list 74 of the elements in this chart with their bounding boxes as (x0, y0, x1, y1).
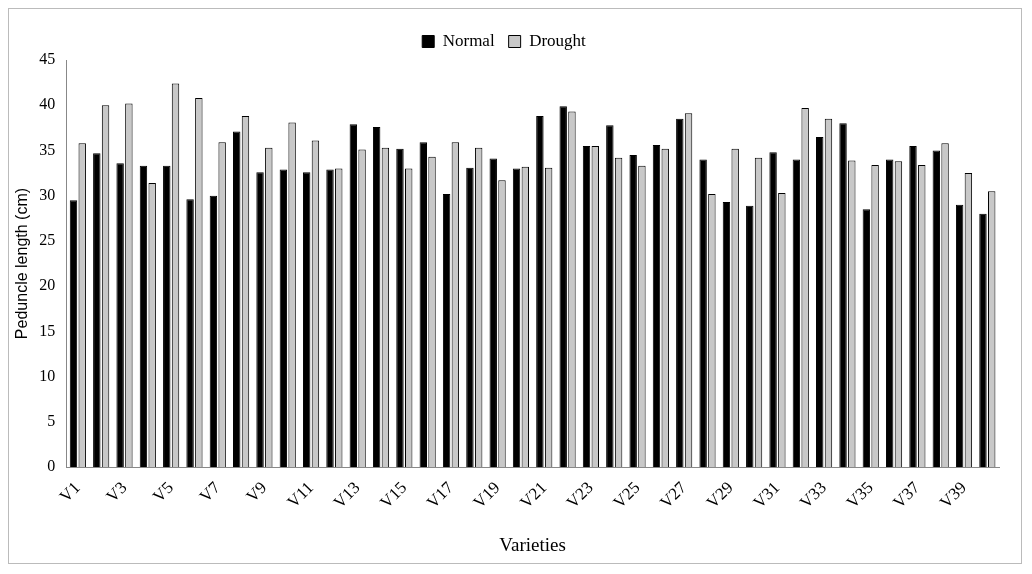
bar (769, 152, 777, 468)
bar (536, 116, 544, 468)
bar (955, 204, 964, 468)
x-tick-label: V17 (422, 477, 458, 512)
x-tick-label: V33 (795, 477, 831, 512)
x-tick-label: V21 (516, 477, 551, 512)
x-tick-label: V27 (656, 477, 691, 512)
x-tick-label: V39 (935, 477, 971, 512)
x-tick-label: V23 (562, 477, 597, 512)
bar (279, 169, 288, 468)
y-tick-label: 10 (39, 366, 56, 384)
bar (816, 136, 824, 468)
bar (489, 158, 497, 468)
x-tick-label: V13 (329, 477, 364, 512)
bar (116, 163, 124, 468)
bar (629, 154, 637, 468)
x-tick-label: V37 (889, 477, 924, 512)
y-tick-label: 20 (39, 276, 56, 294)
bar (302, 172, 311, 468)
x-tick-label: V25 (609, 477, 644, 512)
bar (862, 209, 871, 468)
bar (69, 200, 78, 468)
bar (582, 145, 591, 468)
y-tick-label: 40 (39, 95, 56, 113)
bar (209, 195, 218, 468)
bar (722, 202, 731, 468)
y-tick-label: 15 (39, 321, 56, 339)
legend-label: Normal (442, 30, 495, 50)
x-axis-title: Varieties (499, 533, 566, 555)
bar (932, 150, 941, 468)
bar (186, 199, 194, 468)
legend-label: Drought (529, 30, 587, 50)
y-tick-label: 45 (39, 50, 56, 68)
bar (349, 124, 358, 468)
y-tick-label: 35 (39, 140, 56, 158)
bar (326, 169, 334, 468)
x-tick-label: V19 (469, 477, 504, 512)
bar (163, 165, 171, 468)
bar (839, 123, 847, 468)
x-tick-label: V9 (242, 477, 271, 506)
bar (606, 125, 614, 468)
bar (559, 106, 567, 468)
bar (139, 165, 148, 468)
y-tick-label: 5 (47, 412, 56, 430)
bar (746, 205, 754, 468)
bar (396, 148, 404, 468)
x-tick-label: V11 (283, 477, 318, 512)
x-tick-label: V31 (749, 477, 784, 512)
bar (792, 159, 801, 468)
x-tick-label: V7 (195, 477, 225, 506)
y-tick-label: 30 (39, 185, 56, 203)
bar (419, 142, 427, 468)
bar (909, 145, 917, 468)
bar (979, 213, 987, 468)
x-tick-label: V3 (102, 477, 131, 506)
bar (372, 126, 381, 468)
y-tick-label: 0 (47, 457, 56, 475)
bar (442, 193, 451, 468)
x-tick-label: V29 (702, 477, 737, 512)
x-tick-label: V35 (842, 477, 877, 512)
x-tick-label: V1 (55, 477, 84, 506)
bar (466, 167, 474, 468)
x-tick-label: V15 (376, 477, 411, 512)
bar (256, 172, 264, 468)
bar (512, 168, 521, 468)
bar (699, 159, 707, 468)
x-tick-label: V5 (149, 477, 178, 506)
bar (885, 159, 894, 468)
bar (93, 153, 101, 468)
bar (233, 131, 241, 468)
y-tick-label: 25 (39, 231, 56, 249)
bar (676, 118, 684, 468)
y-axis-title: Peduncle length (cm) (13, 187, 31, 340)
bar (652, 145, 661, 468)
